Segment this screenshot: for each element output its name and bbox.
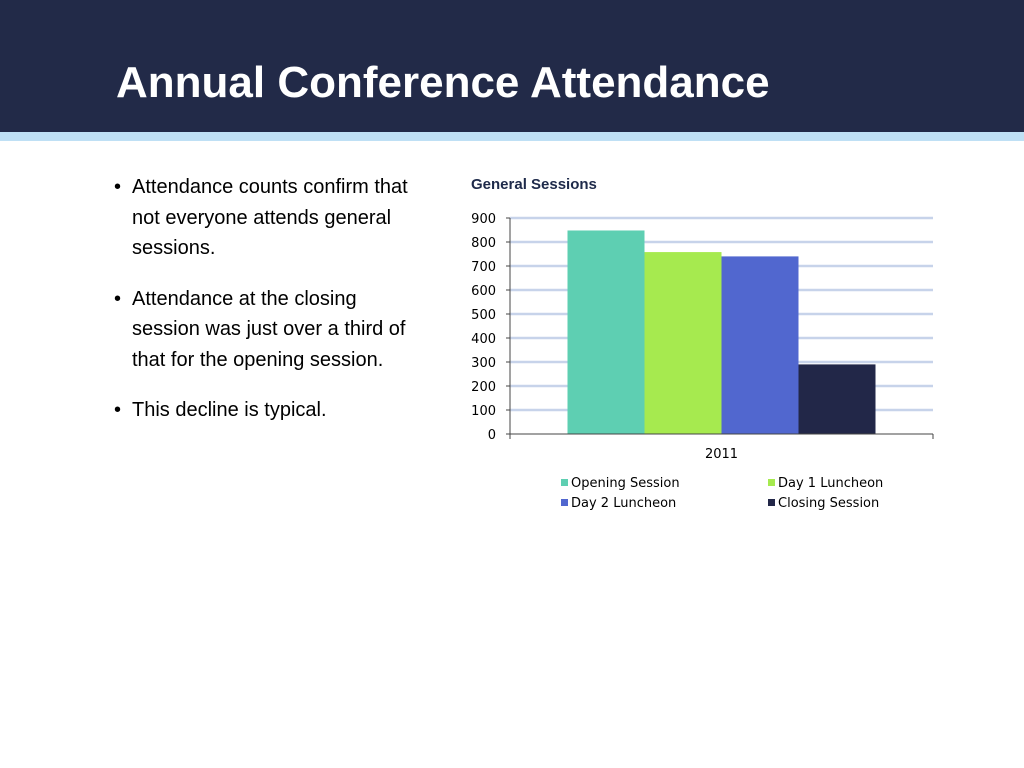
bullet-list: • Attendance counts confirm that not ever… bbox=[114, 172, 414, 446]
legend-swatch bbox=[768, 479, 775, 486]
legend-swatch bbox=[768, 499, 775, 506]
bullet-item: • This decline is typical. bbox=[114, 395, 414, 426]
y-tick-label: 700 bbox=[471, 260, 496, 275]
bar bbox=[721, 256, 799, 434]
chart-title: General Sessions bbox=[471, 176, 597, 193]
legend-label: Opening Session bbox=[571, 476, 680, 491]
bar bbox=[567, 230, 645, 434]
bullet-dot: • bbox=[114, 176, 122, 198]
bar bbox=[798, 364, 876, 434]
legend-label: Day 2 Luncheon bbox=[571, 496, 676, 511]
y-tick-label: 100 bbox=[471, 404, 496, 419]
y-tick-label: 500 bbox=[471, 308, 496, 323]
slide-title: Annual Conference Attendance bbox=[116, 58, 770, 107]
legend-label: Closing Session bbox=[778, 496, 879, 511]
legend-swatch bbox=[561, 479, 568, 486]
bullet-text: This decline is typical. bbox=[132, 399, 327, 421]
bullet-text: Attendance counts confirm that not every… bbox=[132, 176, 408, 259]
y-tick-label: 200 bbox=[471, 380, 496, 395]
y-tick-label: 800 bbox=[471, 236, 496, 251]
y-tick-label: 900 bbox=[471, 212, 496, 227]
bullet-item: • Attendance counts confirm that not ever… bbox=[114, 172, 414, 264]
bar bbox=[644, 252, 722, 434]
y-tick-label: 0 bbox=[488, 428, 496, 443]
y-tick-label: 300 bbox=[471, 356, 496, 371]
title-bar-stripe bbox=[0, 132, 1024, 141]
legend-label: Day 1 Luncheon bbox=[778, 476, 883, 491]
bullet-dot: • bbox=[114, 287, 122, 310]
bullet-item: • Attendance at the closing session was j… bbox=[114, 284, 414, 376]
title-bar bbox=[0, 0, 1024, 132]
y-tick-label: 600 bbox=[471, 284, 496, 299]
bullet-dot: • bbox=[114, 399, 122, 421]
bullet-text: Attendance at the closing session was ju… bbox=[132, 287, 406, 371]
y-tick-label: 400 bbox=[471, 332, 496, 347]
legend-swatch bbox=[561, 499, 568, 506]
x-tick-label: 2011 bbox=[705, 447, 738, 462]
bar-chart: 0 100 200 300 400 500 600 700 800 900 2011 Opening … bbox=[471, 212, 934, 511]
